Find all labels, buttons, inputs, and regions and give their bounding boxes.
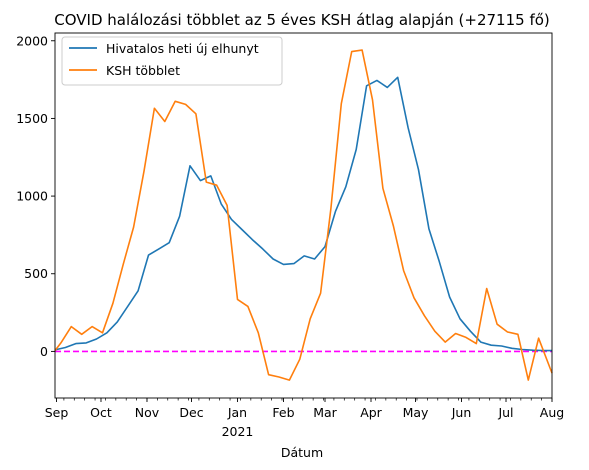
plot-frame — [54, 32, 553, 399]
x-tick-label: Apr — [360, 405, 382, 420]
x-tick-label: Dec — [179, 405, 203, 420]
plot-area: 0 500 1000 1500 2000 Sep Oct Nov Dec Jan 2021 Feb Ma… — [16, 32, 564, 439]
x-tick-label: Sep — [45, 405, 69, 420]
y-tick-label: 500 — [24, 266, 48, 281]
x-tick-label: May — [403, 405, 429, 420]
y-tick-label: 2000 — [16, 33, 48, 48]
y-tick-label: 1500 — [16, 111, 48, 126]
x-tick-label: Aug — [540, 405, 564, 420]
x-tick-label: Jan — [227, 405, 247, 420]
x-tick-label: Oct — [90, 405, 112, 420]
y-tick-label: 1000 — [16, 189, 48, 204]
x-tick-label: Mar — [313, 405, 337, 420]
x-axis-label: Dátum — [281, 445, 323, 460]
x-tick-year-label: 2021 — [222, 424, 254, 439]
legend: Hivatalos heti új elhunyt KSH többlet — [61, 36, 283, 86]
x-tick-label: Jul — [497, 405, 513, 420]
legend-label-0: Hivatalos heti új elhunyt — [106, 41, 259, 56]
legend-label-1: KSH többlet — [106, 63, 180, 78]
x-tick-label: Jun — [451, 405, 472, 420]
series-line-1 — [54, 49, 553, 381]
x-tick-label: Nov — [135, 405, 160, 420]
legend-box — [61, 36, 283, 86]
series-line-0 — [54, 76, 552, 352]
x-tick-label: Feb — [272, 405, 294, 420]
chart-title: COVID halálozási többlet az 5 éves KSH á… — [54, 11, 550, 29]
y-tick-label: 0 — [40, 344, 48, 359]
